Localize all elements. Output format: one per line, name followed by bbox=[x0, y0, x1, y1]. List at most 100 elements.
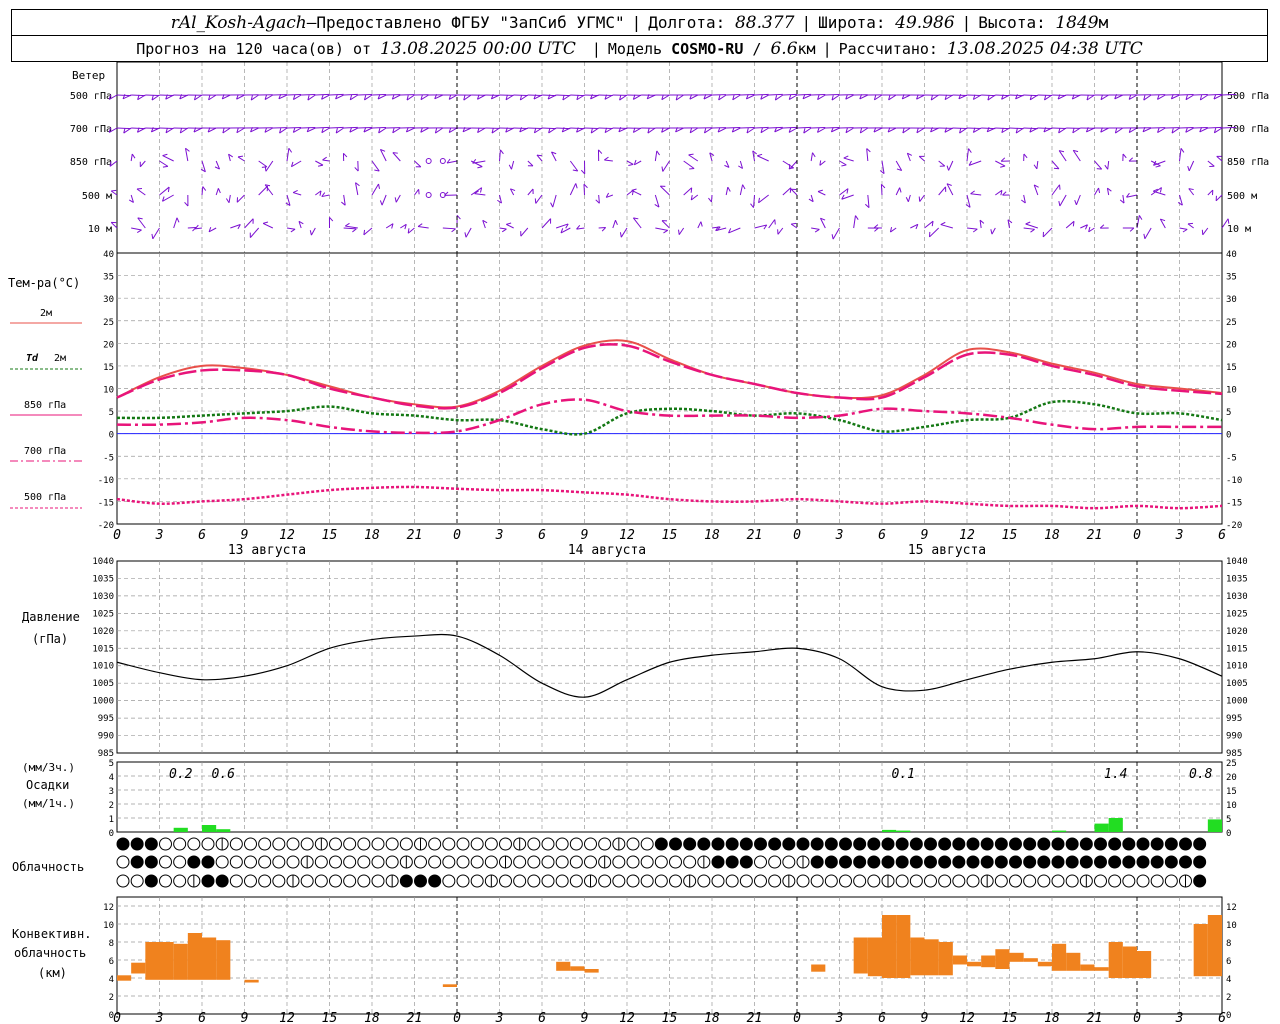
pressure-tick-right: 1025 bbox=[1226, 609, 1248, 619]
conv-bar bbox=[995, 949, 1010, 969]
wind-barb-shaft bbox=[1058, 150, 1067, 162]
wind-barb-flag bbox=[915, 224, 919, 230]
wind-barb-flag bbox=[237, 155, 244, 158]
day-label: 15 августа bbox=[908, 543, 986, 558]
wind-barb-shaft bbox=[1023, 127, 1038, 130]
lon-label: Долгота: bbox=[648, 13, 726, 32]
wind-barb-shaft bbox=[385, 223, 394, 229]
wind-barb-shaft bbox=[618, 127, 628, 133]
wind-barb-shaft bbox=[839, 160, 847, 166]
wind-barb-flag bbox=[619, 232, 622, 238]
cloud-cover-icon bbox=[173, 874, 187, 888]
wind-barb-flag bbox=[321, 94, 324, 100]
wind-barb-shaft bbox=[1023, 227, 1035, 230]
wind-barb-shaft bbox=[131, 227, 142, 231]
wind-barb-shaft bbox=[1051, 160, 1060, 170]
cloud-cover-icon bbox=[329, 855, 342, 869]
wind-barb-flag bbox=[1155, 165, 1161, 168]
cloud-cover-icon bbox=[1037, 874, 1051, 888]
wind-barb-shaft bbox=[1001, 127, 1010, 134]
wind-barb-flag bbox=[742, 184, 746, 190]
wind-barb-shaft bbox=[929, 227, 940, 238]
wind-barb-shaft bbox=[109, 160, 118, 167]
wind-barb-shaft bbox=[222, 94, 231, 100]
wind-barb-shaft bbox=[165, 94, 174, 100]
cloud-cover-icon bbox=[329, 837, 342, 851]
wind-barb-flag bbox=[292, 190, 298, 194]
hour-label: 6 bbox=[1218, 528, 1226, 543]
wind-barb-flag bbox=[930, 127, 933, 133]
wind-barb-shaft bbox=[1221, 93, 1237, 96]
wind-barb-shaft bbox=[966, 94, 982, 97]
wind-barb-shaft bbox=[286, 194, 291, 206]
temp-tick-left: 0 bbox=[109, 431, 114, 441]
cloud-cover-icon bbox=[555, 837, 569, 851]
wind-barb-shaft bbox=[130, 194, 134, 203]
wind-barb-flag bbox=[758, 197, 760, 203]
legend-t700-label: 700 гПа bbox=[24, 446, 66, 457]
wind-barb-shaft bbox=[796, 93, 812, 96]
temp-tick-right: -5 bbox=[1226, 453, 1237, 463]
wind-barb-shaft bbox=[1057, 94, 1067, 100]
wind-barb-flag bbox=[1153, 160, 1157, 166]
wind-barb-shaft bbox=[739, 184, 744, 196]
wind-barb-shaft bbox=[201, 186, 204, 196]
cloud-cover-icon bbox=[456, 874, 470, 888]
cloud-cover-icon bbox=[725, 855, 739, 869]
precip-bar bbox=[882, 829, 897, 832]
wind-barb-shaft bbox=[948, 160, 954, 171]
cloud-cover-icon bbox=[768, 855, 782, 869]
wind-barb-shaft bbox=[678, 227, 685, 235]
wind-barb-flag bbox=[874, 227, 879, 232]
wind-barb-shaft bbox=[777, 227, 784, 235]
wind-barb-flag bbox=[972, 94, 976, 100]
cloud-cover-icon bbox=[895, 874, 909, 888]
cloud-cover-icon bbox=[711, 874, 725, 888]
wind-barb-flag bbox=[916, 94, 919, 100]
wind-barb-shaft bbox=[968, 160, 982, 166]
wind-barb-flag bbox=[1002, 191, 1007, 196]
wind-barb-shaft bbox=[1122, 194, 1125, 204]
wind-barb-flag bbox=[176, 217, 180, 223]
wind-barb-shaft bbox=[279, 127, 288, 134]
wind-barb-shaft bbox=[612, 220, 616, 229]
cloud-cover-icon bbox=[754, 837, 767, 851]
precip-3h-total: 0.1 bbox=[892, 767, 915, 782]
wind-barb-flag bbox=[221, 94, 225, 100]
wind-barb-shaft bbox=[363, 227, 373, 236]
wind-barb-shaft bbox=[620, 227, 628, 238]
wind-barb-flag bbox=[689, 94, 693, 100]
conv-bar bbox=[910, 937, 925, 976]
wind-barb-flag bbox=[968, 160, 972, 166]
cloud-cover-icon bbox=[385, 837, 399, 851]
temp-tick-right: 25 bbox=[1226, 318, 1237, 328]
cloud-cover-icon bbox=[867, 874, 881, 888]
cloud-cover-icon bbox=[555, 855, 569, 869]
wind-barb-flag bbox=[757, 153, 763, 157]
wind-barb-flag bbox=[264, 127, 268, 133]
precip-tick-right: 15 bbox=[1226, 787, 1237, 797]
conv-tick-right: 8 bbox=[1226, 939, 1231, 949]
wind-barb-flag bbox=[633, 217, 639, 220]
wind-barb-shaft bbox=[162, 155, 174, 162]
wind-barb-flag bbox=[1033, 164, 1038, 170]
conv-hour-label: 9 bbox=[921, 1011, 929, 1024]
station-name: rAl_Kosh-Agach bbox=[170, 12, 307, 33]
wind-barb-flag bbox=[704, 127, 707, 134]
wind-barb-flag bbox=[185, 147, 190, 152]
wind-barb-flag bbox=[448, 127, 452, 133]
cloud-cover-icon bbox=[329, 874, 342, 888]
wind-barb-flag bbox=[151, 233, 154, 239]
wind-barb-flag bbox=[292, 127, 296, 133]
wind-barb-shaft bbox=[1179, 148, 1182, 162]
cloud-cover-icon bbox=[1009, 855, 1022, 869]
wind-barb-shaft bbox=[910, 223, 919, 229]
wind-barb-shaft bbox=[1207, 189, 1214, 196]
wind-barb-shaft bbox=[732, 127, 741, 133]
wind-barb-flag bbox=[1029, 127, 1033, 133]
conv-bar bbox=[1108, 942, 1123, 978]
cloud-cover-icon bbox=[244, 837, 257, 851]
cloud-cover-icon bbox=[229, 874, 243, 888]
wind-barb-shaft bbox=[604, 159, 613, 162]
conv-hour-label: 21 bbox=[747, 1011, 763, 1024]
